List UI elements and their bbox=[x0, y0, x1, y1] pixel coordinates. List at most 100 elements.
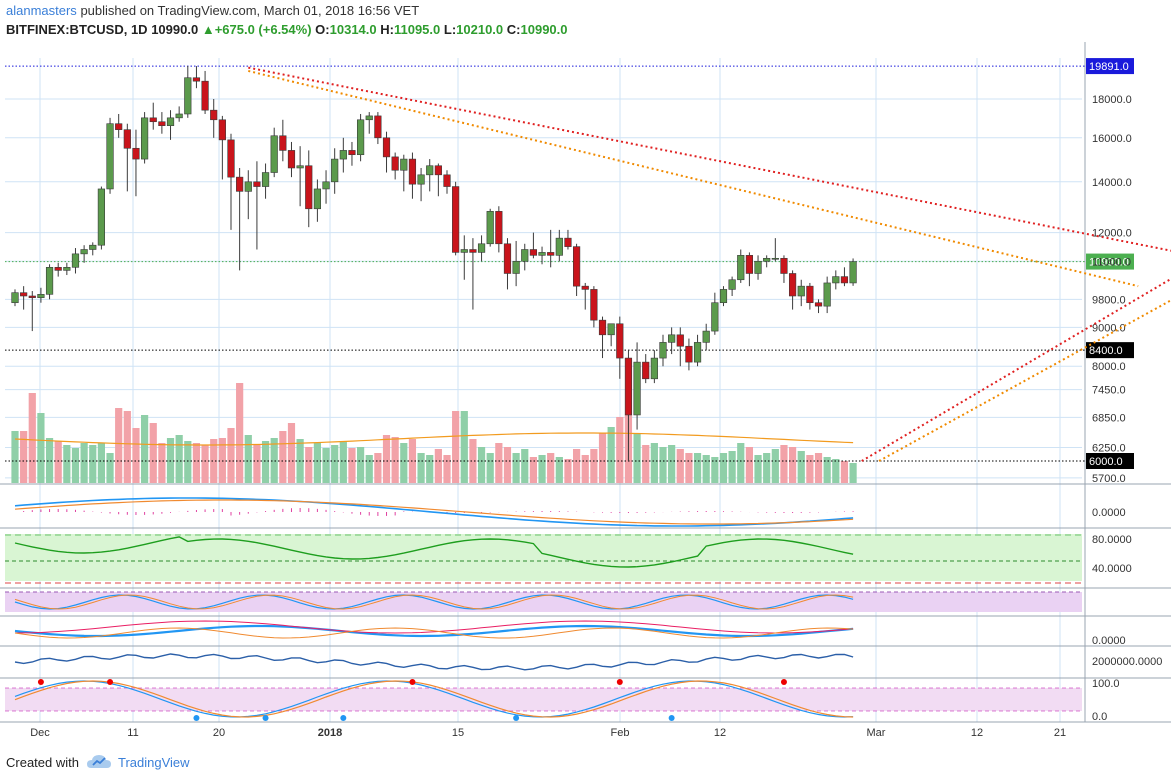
candle-body bbox=[279, 135, 287, 151]
macd-signal-line bbox=[14, 499, 854, 525]
volume-bar bbox=[201, 445, 209, 483]
created-with-text: Created with bbox=[6, 755, 79, 770]
price-tick-label: 14000.0 bbox=[1092, 177, 1132, 189]
candle-body bbox=[45, 267, 54, 295]
price-tick-label: 8000.0 bbox=[1092, 361, 1126, 373]
tradingview-brand[interactable]: TradingView bbox=[118, 755, 190, 770]
volume-bar bbox=[616, 417, 624, 483]
volume-bar bbox=[244, 435, 252, 483]
candle-body bbox=[495, 211, 503, 245]
candle-body bbox=[814, 302, 823, 307]
volume-bar bbox=[382, 435, 391, 483]
volume-bar bbox=[365, 455, 373, 483]
volume-bar bbox=[287, 423, 296, 483]
volume-bar bbox=[719, 453, 728, 483]
candle-body bbox=[477, 243, 486, 253]
author-link[interactable]: alanmasters bbox=[6, 3, 77, 18]
volume-bar bbox=[547, 453, 555, 483]
volume-bar bbox=[426, 455, 434, 483]
volume-bar bbox=[555, 457, 563, 483]
open-label: O: bbox=[315, 22, 330, 37]
candle-body bbox=[20, 292, 28, 297]
candle-body bbox=[408, 158, 417, 185]
candle-body bbox=[426, 165, 434, 176]
volume-bar bbox=[261, 441, 270, 483]
volume-bar bbox=[477, 447, 486, 483]
volume-bar bbox=[391, 437, 399, 483]
volume-bar bbox=[339, 441, 347, 483]
volume-bar bbox=[702, 455, 710, 483]
stochastic-sell-dot bbox=[107, 679, 114, 685]
volume-bar bbox=[184, 441, 192, 483]
volume-bar bbox=[37, 413, 45, 483]
volume-bar bbox=[685, 453, 693, 483]
price-tick-label: 12000.0 bbox=[1092, 228, 1132, 240]
obv-line bbox=[14, 653, 854, 671]
published-text: published on TradingView.com, March 01, … bbox=[80, 3, 420, 18]
candle-body bbox=[788, 273, 797, 297]
open-value: 10314.0 bbox=[329, 22, 377, 37]
candle-body bbox=[434, 165, 442, 176]
stochastic-axis-label-0: 0.0 bbox=[1092, 711, 1107, 723]
candle-body bbox=[382, 137, 391, 158]
candle-body bbox=[417, 174, 425, 185]
candle-body bbox=[702, 330, 710, 343]
volume-bar bbox=[158, 443, 166, 483]
rsi-axis-label-80: 80.0000 bbox=[1092, 534, 1132, 546]
volume-bar bbox=[650, 443, 658, 483]
candle-body bbox=[650, 357, 658, 380]
volume-bar bbox=[460, 411, 468, 483]
time-axis-label: 21 bbox=[1054, 727, 1066, 739]
volume-bar bbox=[797, 451, 805, 483]
candle-body bbox=[745, 255, 753, 274]
volume-bar bbox=[469, 439, 477, 483]
price-chart[interactable]: 19891.0 10990.0 8400.0 6000.0 18000.0 16000.0… bbox=[0, 42, 1171, 747]
candle-body bbox=[754, 260, 762, 274]
candle-body bbox=[184, 77, 192, 115]
volume-bar bbox=[417, 453, 425, 483]
candle-body bbox=[797, 285, 805, 297]
candle-body bbox=[607, 323, 615, 336]
volume-bar bbox=[348, 448, 356, 483]
candle-body bbox=[840, 276, 849, 284]
candle-body bbox=[348, 150, 356, 156]
publish-line: alanmasters published on TradingView.com… bbox=[6, 3, 419, 18]
candle-body bbox=[339, 150, 347, 160]
candle-body bbox=[71, 253, 80, 268]
low-value: 10210.0 bbox=[456, 22, 504, 37]
price-tick-label: 11000.0 bbox=[1092, 256, 1131, 268]
volume-bar bbox=[512, 453, 520, 483]
candle-body bbox=[598, 319, 607, 336]
macd-line bbox=[14, 497, 854, 527]
volume-bar bbox=[141, 415, 149, 483]
symbol-label[interactable]: BITFINEX:BTCUSD, 1D bbox=[6, 22, 148, 37]
candle-body bbox=[693, 342, 702, 363]
volume-bar bbox=[443, 455, 451, 483]
candle-body bbox=[115, 123, 123, 130]
rsi-band bbox=[5, 534, 1082, 581]
candle-body bbox=[261, 172, 270, 187]
candle-body bbox=[11, 292, 19, 304]
volume-bar bbox=[63, 445, 71, 483]
candle-body bbox=[365, 115, 373, 121]
high-label: H: bbox=[380, 22, 394, 37]
macd-axis-label: 0.0000 bbox=[1092, 507, 1126, 519]
candle-body bbox=[63, 267, 71, 271]
candle-body bbox=[572, 246, 581, 287]
volume-bar bbox=[106, 453, 114, 483]
candle-body bbox=[253, 181, 261, 187]
candle-body bbox=[356, 119, 365, 156]
volume-bar bbox=[322, 448, 330, 483]
candle-body bbox=[780, 257, 788, 274]
level-label: 19891.0 bbox=[1089, 61, 1129, 73]
candle-body bbox=[106, 123, 114, 190]
candle-body bbox=[123, 129, 131, 149]
volume-bar bbox=[434, 449, 442, 483]
volume-bar bbox=[633, 433, 641, 483]
candle-body bbox=[236, 176, 244, 192]
candle-body bbox=[322, 181, 330, 190]
ohlc-line: BITFINEX:BTCUSD, 1D 10990.0 ▲+675.0 (+6.… bbox=[6, 22, 568, 37]
volume-ma-line bbox=[14, 432, 854, 446]
candle-body bbox=[642, 361, 650, 380]
level-label-box bbox=[1086, 453, 1134, 469]
